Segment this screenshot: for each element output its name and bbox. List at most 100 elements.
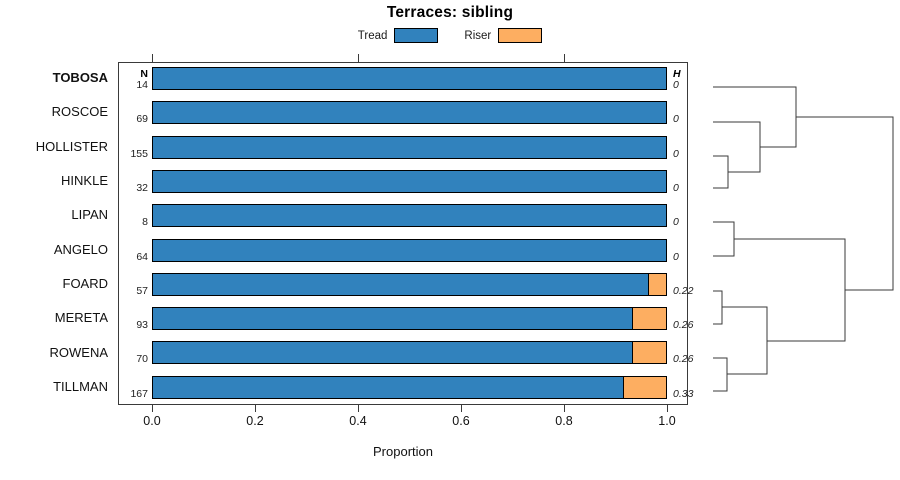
bar-segment-riser[interactable] (632, 341, 667, 365)
row-n-value: 167 (130, 387, 148, 400)
row-n-value: 14 (136, 79, 148, 91)
x-axis-ticks: 0.0 0.2 0.4 0.6 0.8 1.0 (118, 405, 688, 428)
dendro-join-roscoe-cluster (713, 121, 761, 173)
row-n-value: 8 (142, 216, 148, 229)
bar-segment-riser[interactable] (647, 272, 667, 296)
stacked-bar[interactable] (152, 101, 667, 125)
y-axis-label-foard: FOARD (62, 275, 109, 291)
row-n-value: 93 (136, 319, 148, 332)
table-row: 70 0.26 (118, 336, 693, 370)
x-axis-tick-label: 0.8 (555, 414, 573, 428)
y-axis-label-mereta: MERETA (54, 310, 108, 326)
stacked-bar[interactable] (152, 135, 667, 159)
x-axis-tick (461, 405, 463, 412)
bar-segment-tread[interactable] (152, 204, 667, 228)
bar-segment-tread[interactable] (152, 341, 634, 365)
row-h-value: 0 (673, 216, 679, 229)
legend-label-tread: Tread (357, 29, 388, 42)
stacked-bar[interactable] (152, 341, 667, 365)
row-h-value: 0 (673, 113, 679, 126)
y-axis-label-tobosa: TOBOSA (52, 70, 108, 86)
stacked-bar[interactable] (152, 204, 667, 228)
stacked-bar[interactable] (152, 272, 667, 296)
stacked-bar[interactable] (152, 67, 667, 90)
x-axis-tick-label: 0.6 (452, 414, 470, 428)
column-header-h: H (673, 68, 681, 80)
table-row: 69 0 (118, 96, 688, 130)
dendro-join-lipan-angelo (713, 221, 735, 257)
legend-entry-tread[interactable]: Tread (358, 28, 439, 43)
legend-swatch-riser (498, 28, 543, 43)
table-row: 93 0.26 (118, 302, 693, 336)
stacked-bar-rows: 14 0 69 0 155 0 32 0 8 0 64 0 57 0.22 93 0.26 70 0.26 167 0… (118, 62, 693, 405)
y-axis-label-tillman: TILLMAN (53, 378, 108, 394)
row-h-value: 0 (673, 147, 679, 160)
row-n-value: 70 (136, 353, 148, 366)
row-h-value: 0.33 (673, 387, 694, 400)
y-axis-label-rowena: ROWENA (49, 344, 109, 360)
row-h-value: 0 (673, 250, 679, 263)
x-axis-tick-label: 0.0 (143, 414, 161, 428)
bar-segment-riser[interactable] (632, 307, 667, 331)
row-n-value: 69 (136, 113, 148, 126)
x-axis-tick (564, 405, 566, 412)
row-n-value: 64 (136, 250, 148, 263)
row-n-value: 155 (130, 147, 148, 160)
legend-label-riser: Riser (464, 29, 492, 42)
y-axis-labels: TOBOSA ROSCOE HOLLISTER HINKLE LIPAN ANGELO FO… (0, 62, 112, 405)
stacked-bar[interactable] (152, 238, 667, 262)
x-axis-tick-label: 1.0 (658, 414, 676, 428)
dendro-join-rowena-tillman (713, 357, 728, 392)
stacked-bar[interactable] (152, 375, 667, 399)
dendro-join-cd (722, 306, 768, 375)
dendro-join-foard-mereta (713, 290, 723, 325)
table-row: 14 0 (118, 62, 688, 96)
dendrogram-svg (713, 86, 894, 392)
top-axis-ticks (118, 54, 688, 62)
x-axis-tick (358, 405, 360, 412)
row-n-value: 57 (136, 284, 148, 297)
table-row: 32 0 (118, 165, 688, 199)
table-row: 64 0 (118, 234, 688, 268)
bar-segment-tread[interactable] (152, 272, 649, 296)
top-axis-tick (358, 54, 360, 62)
table-row: 57 0.22 (118, 268, 693, 302)
dendro-join-hollister-hinkle (713, 155, 729, 189)
y-axis-label-hinkle: HINKLE (61, 173, 108, 189)
y-axis-label-hollister: HOLLISTER (35, 138, 108, 154)
dendro-root-join (796, 116, 894, 291)
row-h-value: 0.22 (673, 284, 694, 297)
bar-segment-tread[interactable] (152, 67, 667, 90)
bar-segment-tread[interactable] (152, 169, 667, 193)
bar-segment-tread[interactable] (152, 101, 667, 125)
table-row: 155 0 (118, 131, 688, 165)
top-axis-tick (564, 54, 566, 62)
column-header-n: N (140, 68, 148, 80)
legend-entry-riser[interactable]: Riser (464, 28, 543, 43)
bar-segment-tread[interactable] (152, 135, 667, 159)
dendro-join-tobosa-cluster (713, 86, 797, 148)
row-n-value: 32 (136, 181, 148, 194)
stacked-bar[interactable] (152, 169, 667, 193)
y-axis-label-roscoe: ROSCOE (51, 104, 108, 120)
bar-segment-tread[interactable] (152, 238, 667, 262)
row-h-value: 0.26 (673, 319, 694, 332)
bar-segment-tread[interactable] (152, 375, 625, 399)
row-h-value: 0 (673, 79, 679, 91)
legend: Tread Riser (0, 28, 900, 43)
x-axis-tick-label: 0.4 (349, 414, 367, 428)
dendro-join-b-cd (734, 238, 846, 342)
y-axis-label-lipan: LIPAN (71, 207, 108, 223)
x-axis-title: Proportion (373, 444, 433, 459)
x-axis-tick (667, 405, 669, 412)
x-axis-tick-label: 0.2 (246, 414, 264, 428)
row-h-value: 0 (673, 181, 679, 194)
chart-title: Terraces: sibling (386, 4, 514, 21)
stacked-bar[interactable] (152, 307, 667, 331)
top-axis-tick (152, 54, 154, 62)
bar-segment-tread[interactable] (152, 307, 634, 331)
bar-segment-riser[interactable] (623, 375, 667, 399)
dendrogram (690, 56, 900, 416)
